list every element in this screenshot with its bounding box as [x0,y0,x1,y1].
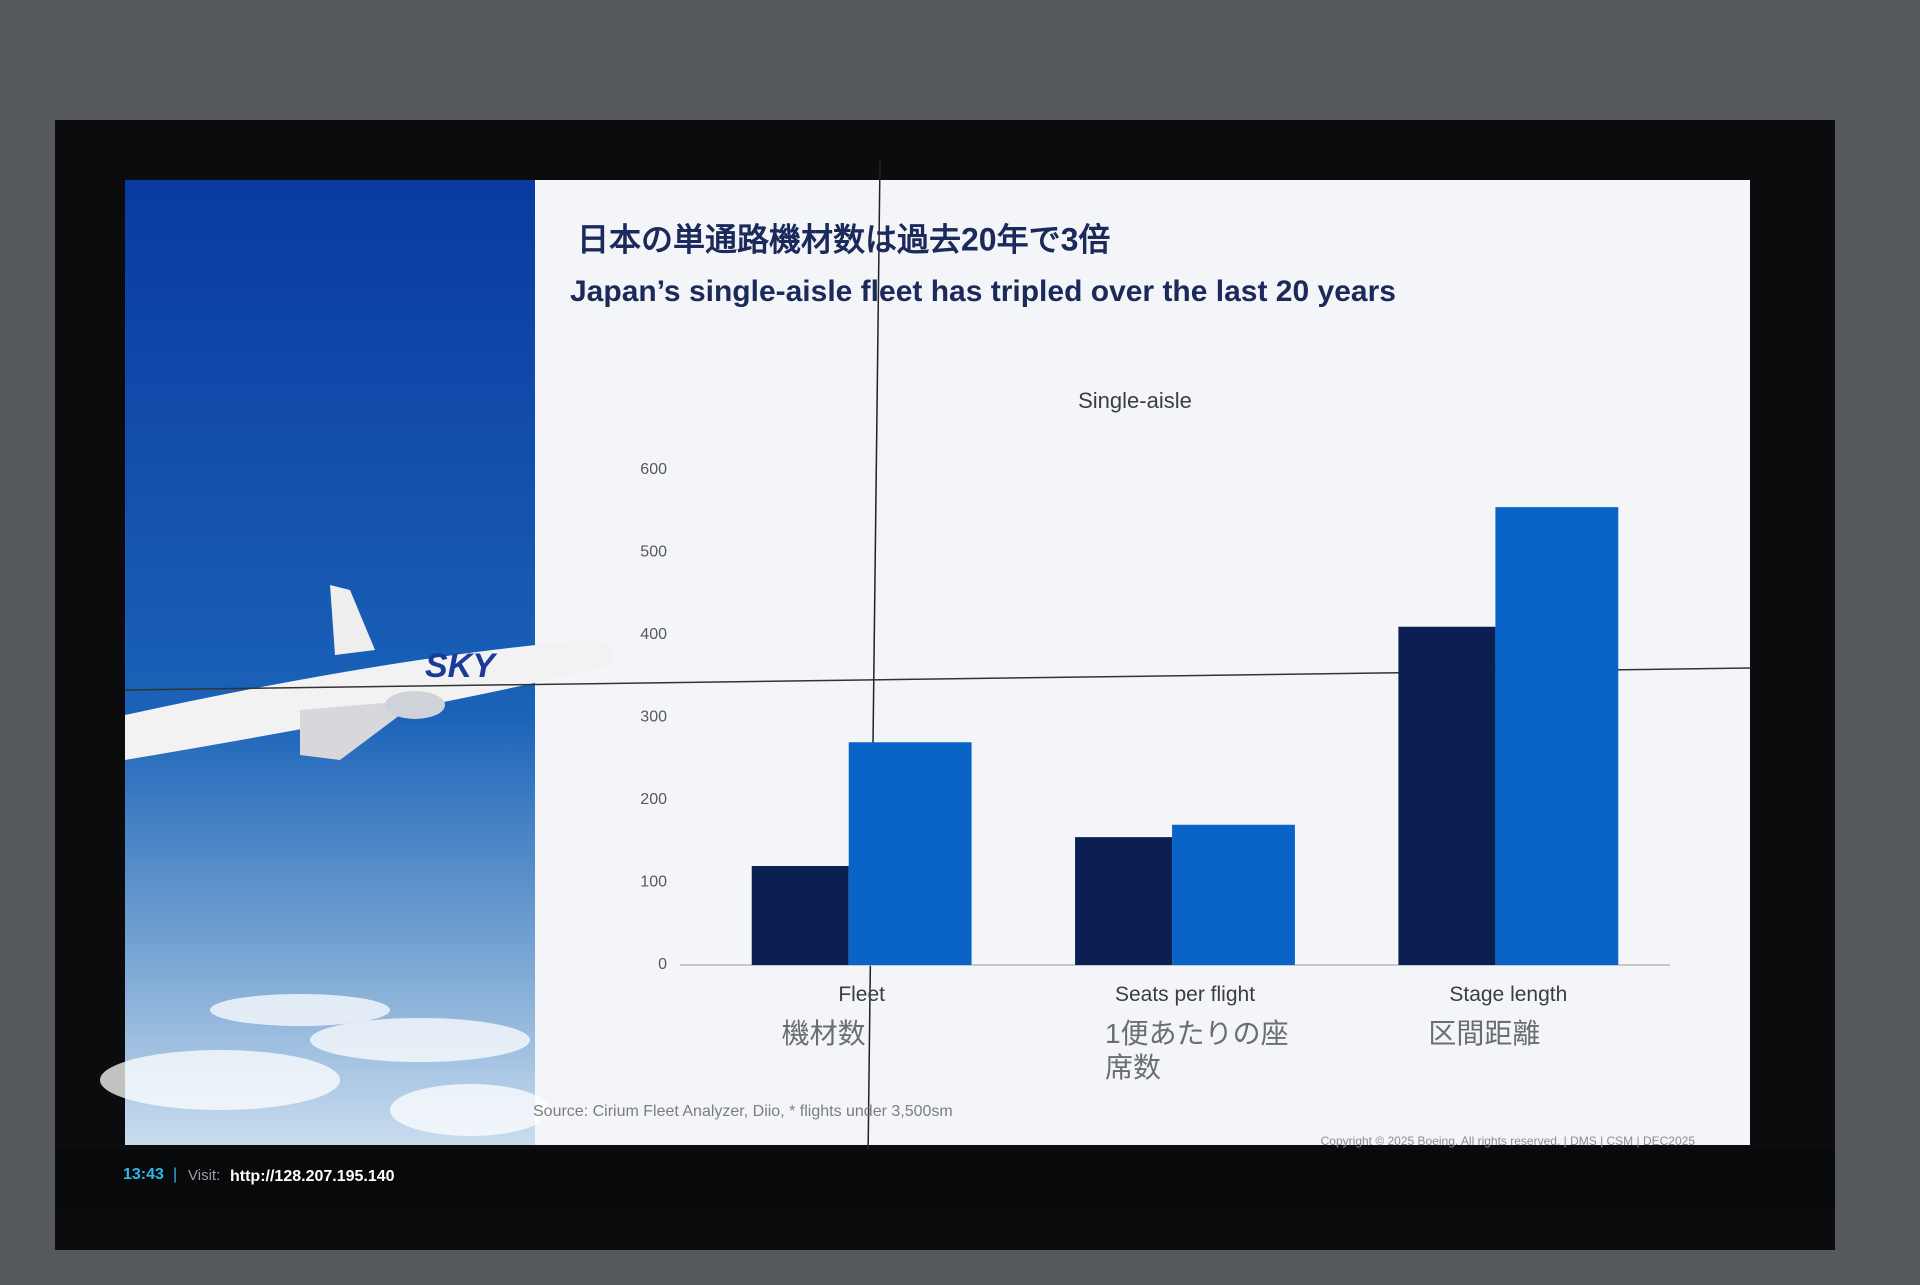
footer-visit: Visit: [188,1167,220,1184]
y-tick-label: 0 [658,956,667,973]
bar [1495,507,1619,965]
y-tick-label: 100 [640,874,667,891]
bar [1075,837,1173,965]
x-tick-label: Stage length [1449,983,1568,1006]
y-tick-label: 300 [640,709,667,726]
x-tick-label-ja: 区間距離 [1428,1018,1541,1049]
bar [848,742,972,965]
bar [751,866,849,965]
source-note: Source: Cirium Fleet Analyzer, Diio, * f… [533,1103,953,1120]
y-tick-label: 200 [640,791,667,808]
x-tick-label-ja: 機材数 [781,1018,866,1049]
bar [1398,626,1496,965]
footer-separator: | [173,1166,177,1183]
airplane-livery: SKY [425,647,498,685]
footer-url: http://128.207.195.140 [230,1168,395,1185]
tile-seam [867,159,881,1161]
copyright: Copyright © 2025 Boeing. All rights rese… [1321,1134,1696,1148]
airplane: SKY [125,585,614,760]
y-tick-label: 600 [640,461,667,478]
y-tick-label: 400 [640,626,667,643]
x-tick-label-ja: 1便あたりの座席数 [1105,1018,1289,1083]
chart-title: Single-aisle [1078,388,1192,413]
x-tick-label: Seats per flight [1114,983,1256,1006]
clouds [100,994,550,1136]
bar [1172,824,1295,965]
slide-title: 日本の単通路機材数は過去20年で3倍 [577,221,1110,257]
footer-bar [55,1150,1835,1208]
x-tick-label: Fleet [838,983,885,1006]
y-tick-label: 500 [640,544,667,561]
slide-subtitle: Japan’s single-aisle fleet has tripled o… [570,275,1396,308]
footer-time: 13:43 [123,1166,164,1183]
